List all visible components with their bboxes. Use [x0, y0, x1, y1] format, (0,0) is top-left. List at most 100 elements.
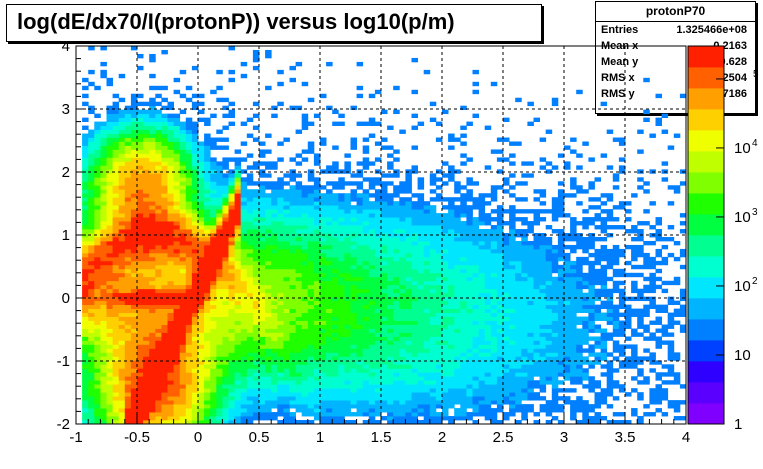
heatmap-cell: [484, 252, 492, 258]
heatmap-cell: [472, 352, 479, 357]
heatmap-cell: [423, 356, 431, 361]
heatmap-cell: [423, 209, 431, 214]
heatmap-cell: [332, 364, 339, 369]
heatmap-cell: [173, 316, 181, 321]
heatmap-cell: [167, 288, 174, 294]
heatmap-cell: [313, 292, 321, 298]
heatmap-cell: [466, 225, 473, 230]
heatmap-cell: [350, 400, 357, 405]
heatmap-cell: [332, 197, 339, 202]
heatmap-cell: [228, 264, 235, 270]
heatmap-cell: [246, 209, 254, 214]
heatmap-cell: [448, 256, 455, 262]
heatmap-cell: [448, 420, 455, 425]
heatmap-cell: [368, 380, 376, 385]
heatmap-cell: [198, 412, 205, 417]
heatmap-cell: [417, 264, 425, 270]
heatmap-cell: [478, 356, 486, 361]
heatmap-cell: [118, 364, 126, 369]
heatmap-cell: [173, 352, 181, 357]
heatmap-cell: [94, 380, 101, 385]
heatmap-cell: [179, 344, 187, 349]
heatmap-cell: [509, 193, 516, 198]
heatmap-cell: [210, 197, 217, 202]
heatmap-cell: [417, 376, 425, 381]
heatmap-cell: [387, 229, 394, 234]
heatmap-cell: [527, 348, 534, 353]
heatmap-cell: [411, 332, 418, 337]
heatmap-cell: [124, 416, 132, 421]
heatmap-cell: [252, 332, 260, 337]
heatmap-cell: [198, 376, 205, 381]
heatmap-cell: [509, 408, 516, 413]
heatmap-cell: [82, 236, 89, 242]
heatmap-cell: [179, 165, 187, 170]
heatmap-cell: [100, 248, 107, 254]
heatmap-cell: [515, 256, 522, 262]
heatmap-cell: [515, 384, 522, 389]
heatmap-cell: [521, 244, 528, 250]
heatmap-cell: [82, 268, 89, 274]
heatmap-cell: [356, 380, 364, 385]
heatmap-cell: [204, 133, 211, 138]
heatmap-cell: [106, 380, 113, 385]
heatmap-cell: [265, 372, 272, 377]
heatmap-cell: [82, 244, 89, 250]
heatmap-cell: [173, 193, 181, 198]
heatmap-cell: [472, 268, 479, 274]
heatmap-cell: [326, 380, 333, 385]
heatmap-cell: [106, 268, 113, 274]
heatmap-cell: [435, 233, 443, 238]
heatmap-cell: [246, 256, 254, 262]
heatmap-cell: [246, 340, 254, 345]
heatmap-cell: [112, 400, 120, 405]
heatmap-cell: [265, 256, 272, 262]
heatmap-cell: [82, 412, 89, 417]
heatmap-cell: [283, 372, 290, 377]
heatmap-cell: [399, 276, 406, 282]
heatmap-cell: [362, 137, 370, 142]
heatmap-cell: [137, 388, 144, 393]
heatmap-cell: [271, 300, 278, 306]
heatmap-cell: [320, 221, 327, 226]
heatmap-cell: [423, 364, 431, 369]
heatmap-cell: [387, 197, 394, 202]
heatmap-cell: [338, 280, 345, 286]
heatmap-cell: [301, 320, 309, 325]
heatmap-cell: [289, 65, 296, 71]
heatmap-cell: [118, 352, 126, 357]
heatmap-cell: [118, 133, 126, 138]
heatmap-cell: [167, 213, 174, 218]
heatmap-cell: [240, 121, 248, 126]
heatmap-cell: [307, 324, 315, 329]
heatmap-cell: [301, 388, 309, 393]
heatmap-cell: [527, 364, 534, 369]
heatmap-cell: [100, 268, 107, 274]
heatmap-cell: [326, 308, 333, 313]
heatmap-cell: [320, 296, 327, 302]
heatmap-cell: [435, 420, 443, 425]
heatmap-cell: [222, 320, 229, 325]
heatmap-cell: [332, 332, 339, 337]
heatmap-cell: [515, 340, 522, 345]
heatmap-cell: [393, 328, 400, 333]
heatmap-cell: [509, 240, 516, 246]
heatmap-cell: [143, 181, 150, 186]
heatmap-cell: [350, 392, 357, 397]
heatmap-cell: [252, 165, 260, 170]
heatmap-cell: [259, 300, 266, 306]
heatmap-cell: [283, 248, 290, 254]
heatmap-cell: [320, 264, 327, 270]
heatmap-cell: [198, 264, 205, 270]
heatmap-cell: [228, 256, 235, 262]
heatmap-cell: [289, 328, 296, 333]
heatmap-cell: [143, 296, 150, 302]
heatmap-cell: [173, 364, 181, 369]
heatmap-cell: [521, 256, 528, 262]
heatmap-cell: [124, 332, 132, 337]
heatmap-cell: [191, 244, 199, 250]
heatmap-cell: [161, 125, 168, 130]
heatmap-cell: [429, 340, 437, 345]
heatmap-cell: [374, 121, 382, 126]
heatmap-cell: [368, 312, 376, 317]
